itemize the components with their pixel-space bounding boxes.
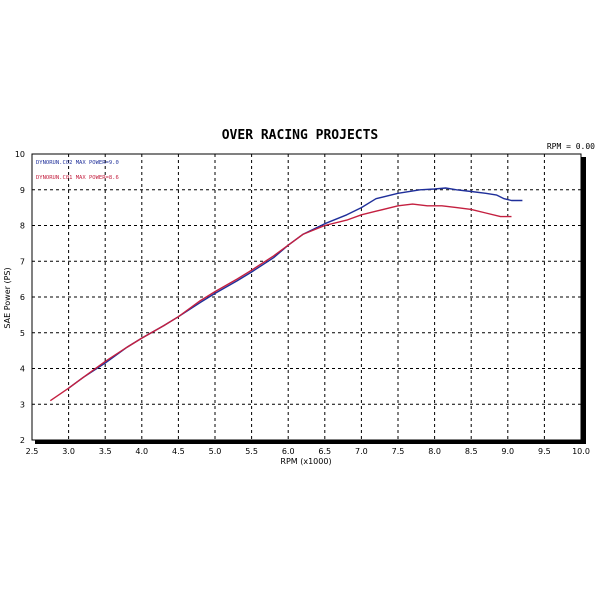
y-axis-label: SAE Power (PS)	[3, 267, 12, 328]
y-tick-label: 4	[20, 365, 25, 374]
x-tick-label: 4.0	[135, 447, 148, 456]
series-lines	[49, 187, 523, 402]
legend-entry-2: DYNORUN.C01 MAX POWER=8.6	[36, 175, 119, 181]
chart-frame	[31, 153, 582, 441]
x-tick-label: 9.5	[538, 447, 551, 456]
x-tick-label: 4.5	[172, 447, 185, 456]
x-tick-label: 7.0	[355, 447, 368, 456]
x-tick-label: 8.0	[428, 447, 441, 456]
y-axis-ticks: 2 3 4 5 6 7 8 9 10	[15, 150, 25, 445]
series-line-2	[49, 203, 512, 402]
x-tick-label: 10.0	[572, 447, 590, 456]
y-tick-label: 9	[20, 186, 25, 195]
legend: DYNORUN.C02 MAX POWER=9.0 DYNORUN.C01 MAX…	[36, 160, 119, 181]
y-tick-label: 10	[15, 150, 25, 159]
x-tick-label: 6.0	[282, 447, 295, 456]
x-tick-label: 9.0	[501, 447, 514, 456]
y-tick-label: 2	[20, 436, 25, 445]
x-tick-label: 7.5	[392, 447, 405, 456]
legend-entry-1: DYNORUN.C02 MAX POWER=9.0	[36, 160, 119, 166]
y-tick-label: 5	[20, 329, 25, 338]
y-tick-label: 7	[20, 257, 25, 266]
chart-title: OVER RACING PROJECTS	[222, 128, 379, 143]
rpm-readout: RPM = 0.00	[547, 142, 595, 151]
x-tick-label: 8.5	[465, 447, 478, 456]
x-tick-label: 3.5	[99, 447, 112, 456]
y-tick-label: 3	[20, 400, 25, 409]
grid	[32, 154, 581, 440]
y-tick-label: 8	[20, 222, 25, 231]
x-tick-label: 5.0	[209, 447, 222, 456]
x-tick-label: 3.0	[62, 447, 75, 456]
x-tick-label: 5.5	[245, 447, 258, 456]
x-tick-label: 6.5	[318, 447, 331, 456]
x-axis-label: RPM (x1000)	[280, 457, 331, 466]
y-tick-label: 6	[20, 293, 25, 302]
x-tick-label: 2.5	[26, 447, 39, 456]
x-axis-ticks: 2.5 3.0 3.5 4.0 4.5 5.0 5.5 6.0 6.5 7.0 7.5 8.0 8.5 9…	[26, 447, 590, 456]
